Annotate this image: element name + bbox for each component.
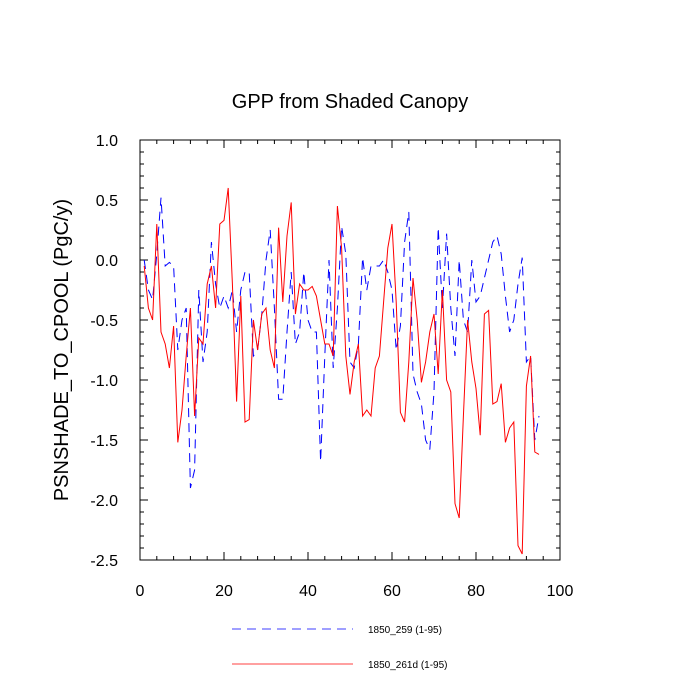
y-tick-label: -1.5 <box>90 433 118 450</box>
x-tick-label: 20 <box>215 583 233 600</box>
y-tick-label: 0.0 <box>96 253 118 270</box>
y-tick-label: -1.0 <box>90 373 118 390</box>
x-tick-label: 100 <box>547 583 574 600</box>
plot-frame <box>139 139 561 561</box>
legend: 1850_259 (1-95) 1850_261d (1-95) <box>232 625 448 671</box>
y-tick-label: -0.5 <box>90 313 118 330</box>
chart-title: GPP from Shaded Canopy <box>232 91 468 113</box>
y-axis: -2.5 -2.0 -1.5 -1.0 -0.5 0.0 0.5 1.0 <box>90 133 560 570</box>
y-axis-label: PSNSHADE_TO_CPOOL (PgC/y) <box>51 199 73 501</box>
y-tick-label: 1.0 <box>96 133 118 150</box>
series-line-2 <box>143 187 540 555</box>
x-tick-label: 40 <box>299 583 317 600</box>
x-tick-label: 80 <box>467 583 485 600</box>
legend-label-series-1: 1850_259 (1-95) <box>368 625 442 636</box>
plot-area <box>139 139 561 561</box>
x-tick-label: 60 <box>383 583 401 600</box>
y-tick-label: -2.0 <box>90 493 118 510</box>
x-tick-label: 0 <box>136 583 145 600</box>
legend-label-series-2: 1850_261d (1-95) <box>368 660 448 671</box>
y-tick-label: 0.5 <box>96 193 118 210</box>
series-group <box>143 187 540 555</box>
y-tick-label: -2.5 <box>90 553 118 570</box>
x-axis: 0 20 40 60 80 100 <box>136 140 574 600</box>
